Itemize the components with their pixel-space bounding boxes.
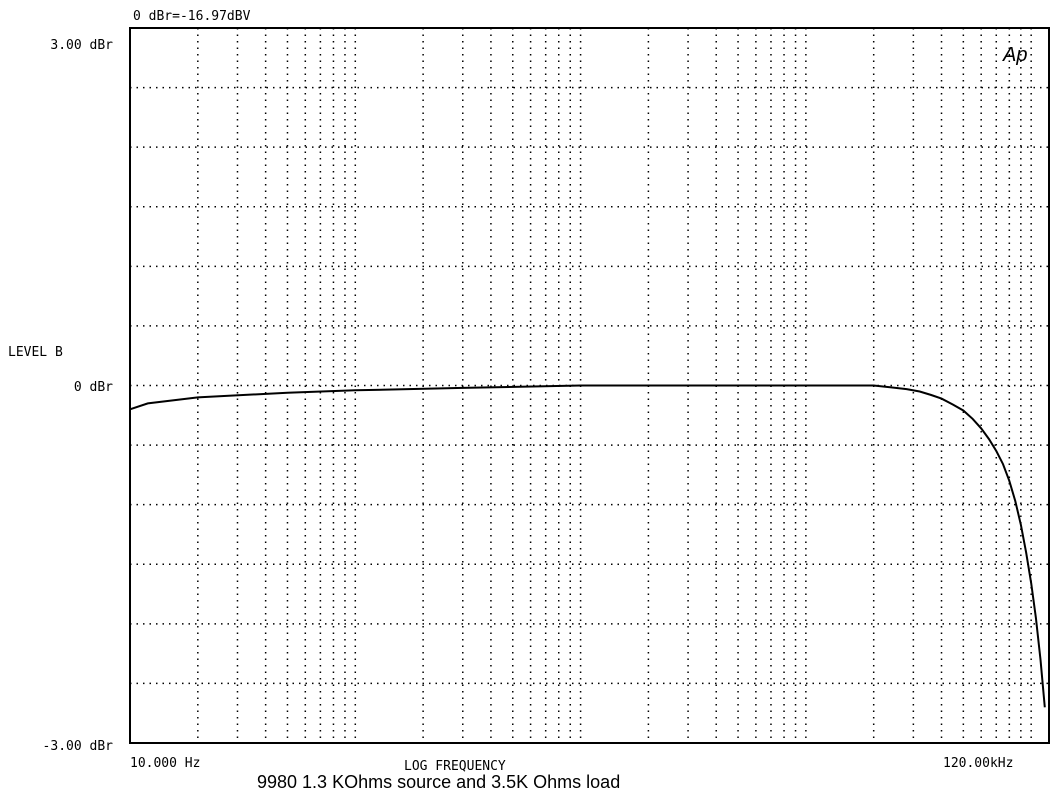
chart-caption: 9980 1.3 KOhms source and 3.5K Ohms load <box>257 772 621 792</box>
plot-frame <box>129 27 1050 744</box>
y-tick-label-zero: 0 dBr <box>73 380 113 395</box>
x-tick-label-end: 120.00kHz <box>943 756 1014 771</box>
ap-logo: Ap <box>1003 44 1028 66</box>
x-tick-label-start: 10.000 Hz <box>130 756 201 771</box>
level-b-series-line <box>129 384 1046 708</box>
x-axis-label: LOG FREQUENCY <box>404 759 506 774</box>
reference-level-label: 0 dBr=-16.97dBV <box>133 9 251 24</box>
y-tick-label-bottom: -3.00 dBr <box>42 739 113 754</box>
y-tick-label-top: 3.00 dBr <box>50 38 113 53</box>
y-axis-label: LEVEL B <box>8 345 63 360</box>
